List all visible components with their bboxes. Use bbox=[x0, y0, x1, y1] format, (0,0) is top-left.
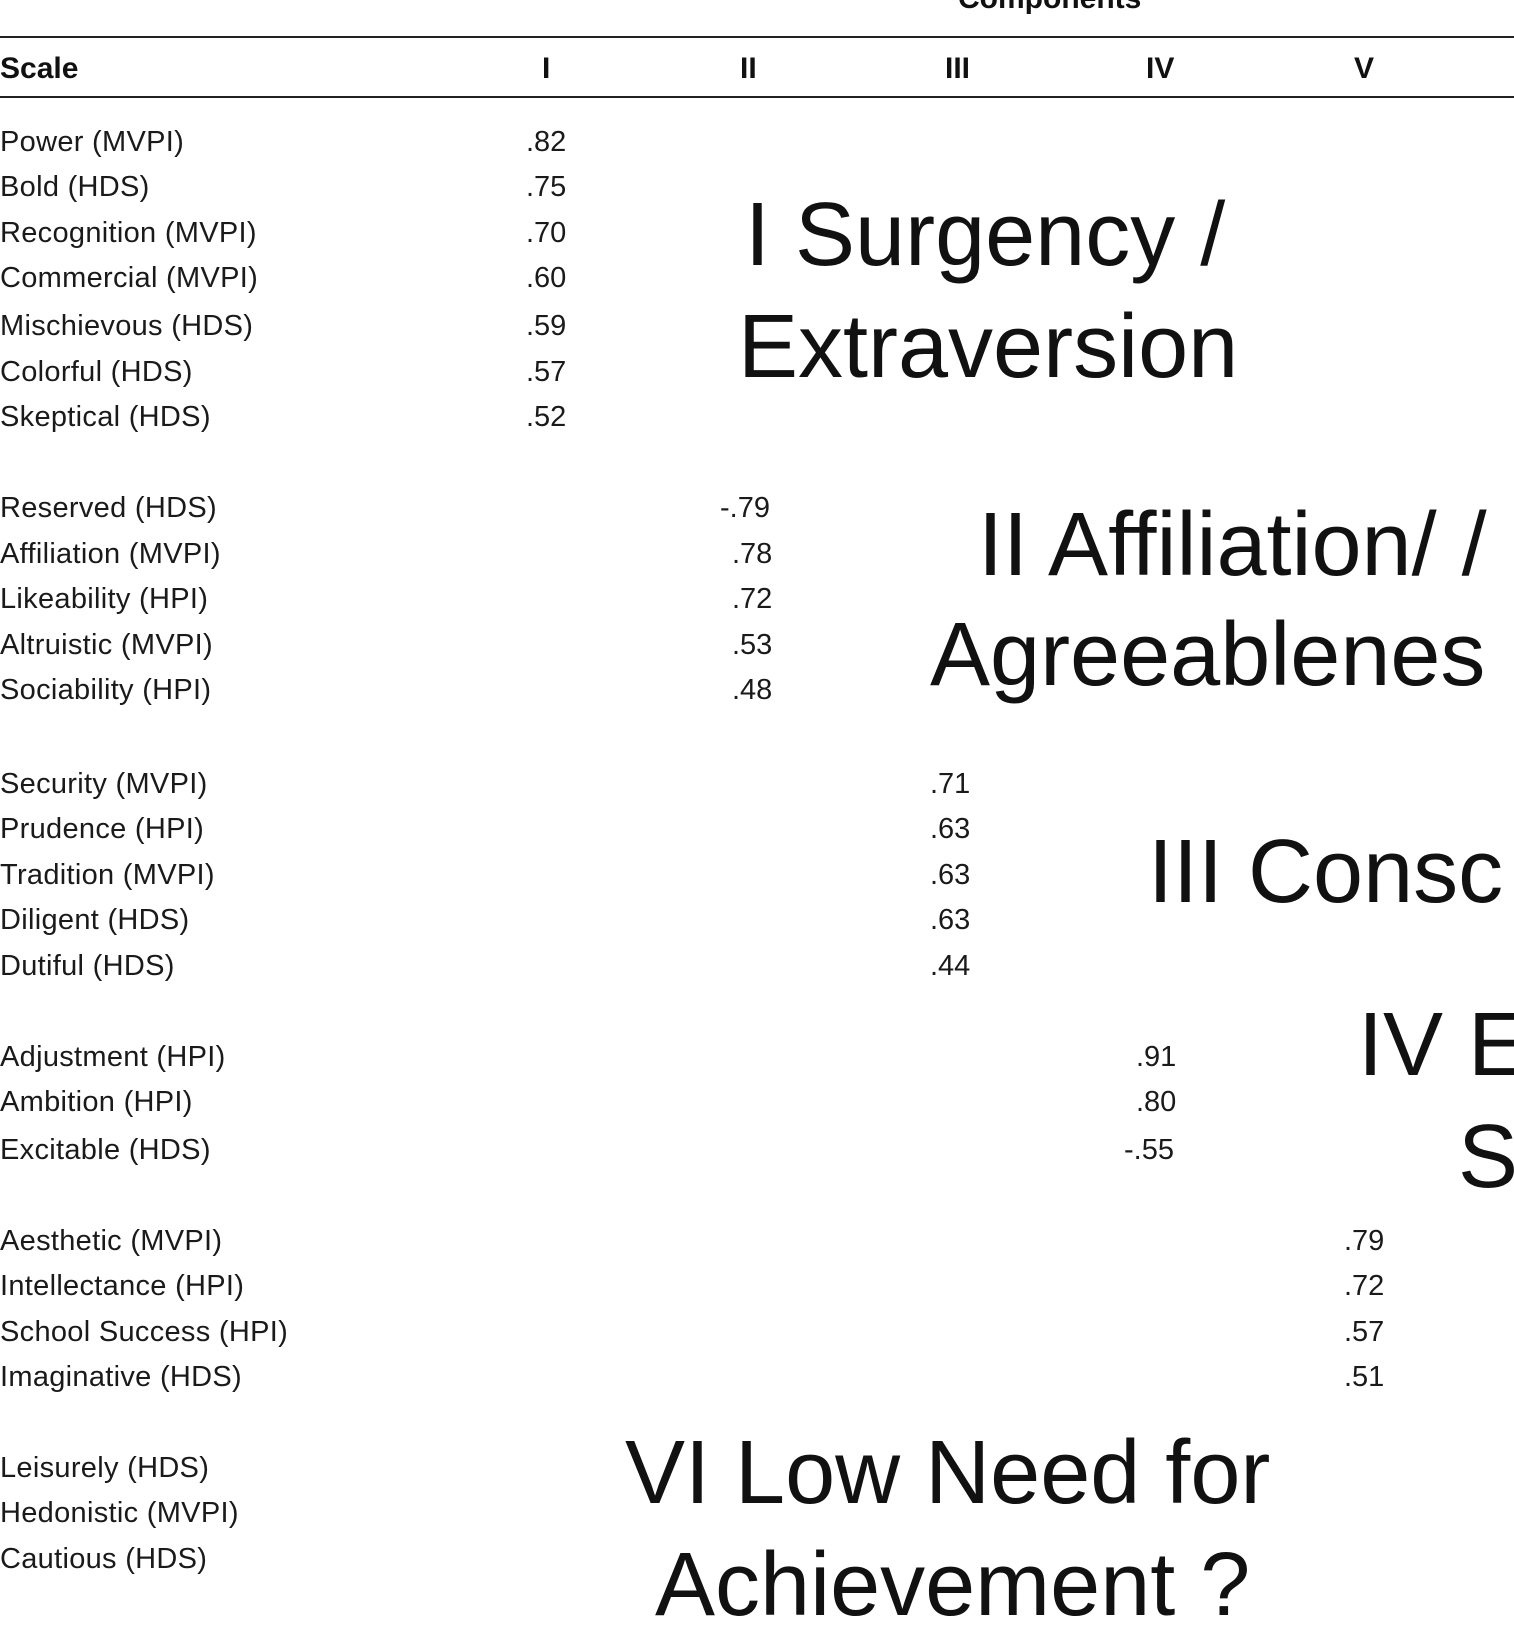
table-row-loading: .60 bbox=[526, 262, 567, 294]
annotation-achievement-line2: Achievement ? bbox=[655, 1535, 1251, 1635]
col-header-III: III bbox=[945, 52, 971, 85]
table-row-loading: .80 bbox=[1136, 1086, 1177, 1118]
table-row-scale: Tradition (MVPI) bbox=[0, 859, 215, 891]
table-row-scale: Recognition (MVPI) bbox=[0, 217, 257, 249]
table-row-scale: Intellectance (HPI) bbox=[0, 1270, 245, 1302]
table-row-scale: School Success (HPI) bbox=[0, 1316, 289, 1348]
table-row-loading: -.79 bbox=[720, 492, 770, 524]
table-row-scale: Security (MVPI) bbox=[0, 768, 208, 800]
table-row-scale: Imaginative (HDS) bbox=[0, 1361, 242, 1393]
col-header-V: V bbox=[1354, 52, 1375, 85]
table-row-loading: .63 bbox=[930, 904, 971, 936]
table-row-loading: .44 bbox=[930, 950, 971, 982]
table-row-scale: Hedonistic (MVPI) bbox=[0, 1497, 239, 1529]
table-row-scale: Excitable (HDS) bbox=[0, 1134, 211, 1166]
col-header-I: I bbox=[542, 52, 551, 85]
table-row-scale: Skeptical (HDS) bbox=[0, 401, 211, 433]
table-row-loading: .48 bbox=[732, 674, 773, 706]
table-row-scale: Adjustment (HPI) bbox=[0, 1041, 226, 1073]
table-row-scale: Likeability (HPI) bbox=[0, 583, 209, 615]
table-row-scale: Leisurely (HDS) bbox=[0, 1452, 210, 1484]
table-row-loading: .53 bbox=[732, 629, 773, 661]
annotation-affiliation-line1: II Affiliation/ / bbox=[978, 495, 1487, 595]
table-row-loading: .72 bbox=[1344, 1270, 1385, 1302]
annotation-conscientiousness: III Consc bbox=[1148, 822, 1504, 922]
table-row-loading: .78 bbox=[732, 538, 773, 570]
col-header-II: II bbox=[740, 52, 757, 85]
table-row-scale: Colorful (HDS) bbox=[0, 356, 193, 388]
annotation-stability-line2: S bbox=[1458, 1107, 1514, 1207]
table-row-loading: .57 bbox=[526, 356, 567, 388]
annotation-surgency-line1: I Surgency / bbox=[745, 185, 1226, 285]
table-row-scale: Altruistic (MVPI) bbox=[0, 629, 213, 661]
table-row-loading: -.55 bbox=[1124, 1134, 1174, 1166]
table-row-scale: Affiliation (MVPI) bbox=[0, 538, 221, 570]
header-rule bbox=[0, 96, 1514, 98]
annotation-surgency-line2: Extraversion bbox=[738, 297, 1239, 397]
col-header-IV: IV bbox=[1146, 52, 1175, 85]
table-row-scale: Commercial (MVPI) bbox=[0, 262, 259, 294]
table-row-loading: .71 bbox=[930, 768, 971, 800]
table-row-scale: Ambition (HPI) bbox=[0, 1086, 193, 1118]
table-row-scale: Bold (HDS) bbox=[0, 171, 150, 203]
table-row-loading: .91 bbox=[1136, 1041, 1177, 1073]
table-row-loading: .72 bbox=[732, 583, 773, 615]
table-row-loading: .75 bbox=[526, 171, 567, 203]
table-row-loading: .82 bbox=[526, 126, 567, 158]
table-row-loading: .63 bbox=[930, 813, 971, 845]
table-row-scale: Aesthetic (MVPI) bbox=[0, 1225, 223, 1257]
components-header: Components bbox=[958, 0, 1141, 16]
table-row-scale: Reserved (HDS) bbox=[0, 492, 217, 524]
table-row-scale: Dutiful (HDS) bbox=[0, 950, 175, 982]
table-row-loading: .52 bbox=[526, 401, 567, 433]
table-row-scale: Cautious (HDS) bbox=[0, 1543, 208, 1575]
table-row-scale: Sociability (HPI) bbox=[0, 674, 212, 706]
table-row-loading: .70 bbox=[526, 217, 567, 249]
annotation-affiliation-line2: Agreeablenes bbox=[930, 605, 1486, 705]
annotation-achievement-line1: VI Low Need for bbox=[625, 1423, 1271, 1523]
table-row-scale: Prudence (HPI) bbox=[0, 813, 205, 845]
table-row-loading: .63 bbox=[930, 859, 971, 891]
table-row-scale: Diligent (HDS) bbox=[0, 904, 190, 936]
top-rule bbox=[0, 36, 1514, 38]
table-row-loading: .51 bbox=[1344, 1361, 1385, 1393]
table-row-scale: Power (MVPI) bbox=[0, 126, 185, 158]
table-row-loading: .79 bbox=[1344, 1225, 1385, 1257]
col-header-scale: Scale bbox=[0, 52, 79, 85]
table-row-loading: .59 bbox=[526, 310, 567, 342]
table-row-loading: .57 bbox=[1344, 1316, 1385, 1348]
annotation-stability-line1: IV E bbox=[1358, 995, 1514, 1095]
table-row-scale: Mischievous (HDS) bbox=[0, 310, 254, 342]
